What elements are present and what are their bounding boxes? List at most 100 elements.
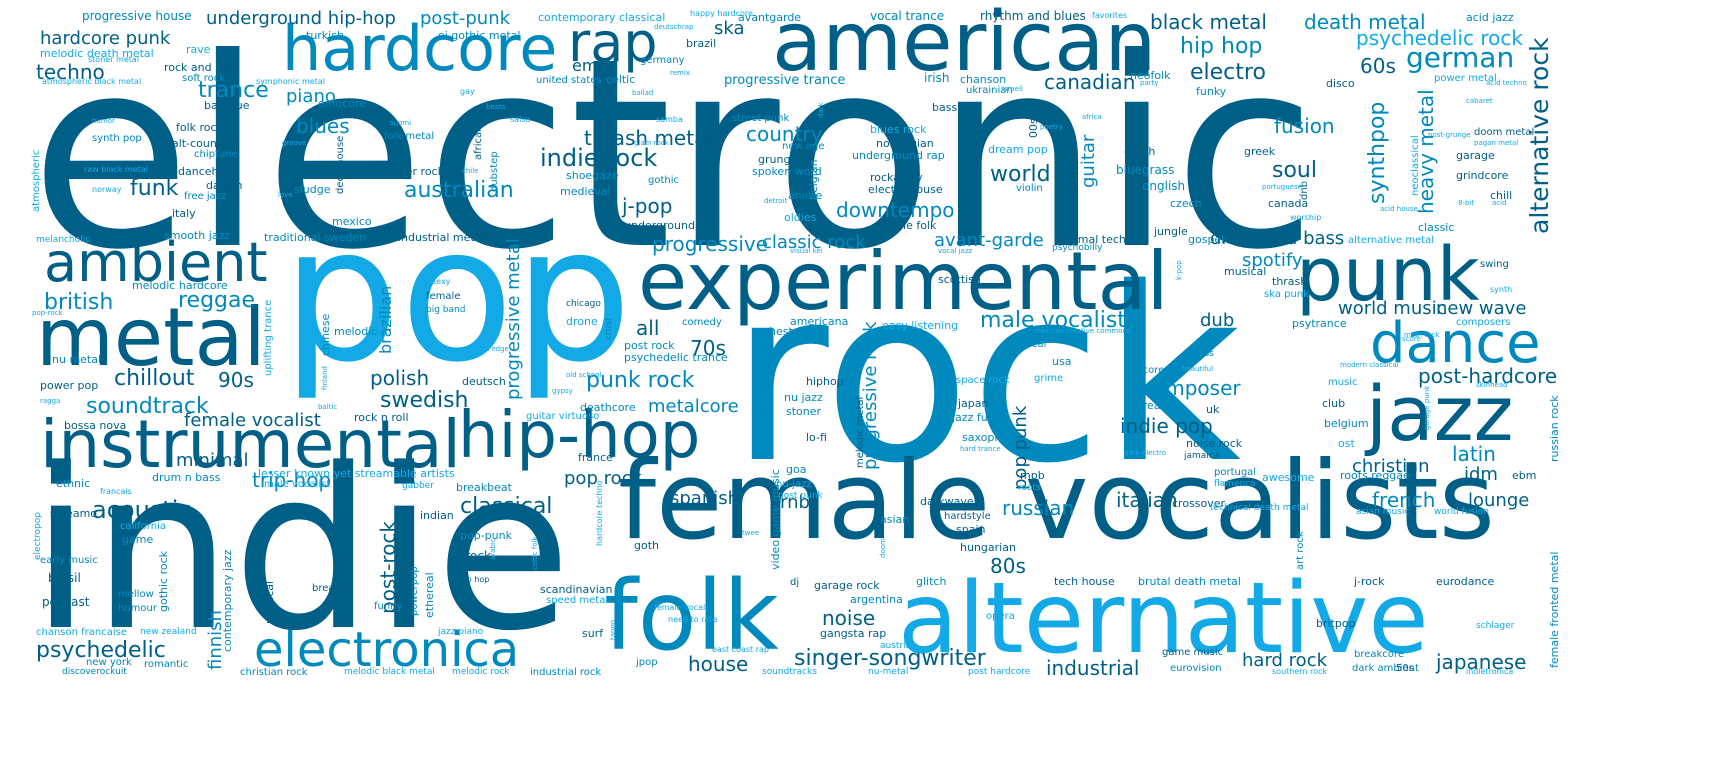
word-small: soundtracks [762, 667, 817, 677]
word-small: new age [782, 141, 825, 152]
word-small: rockabilly [870, 171, 923, 184]
word-small: atmospheric black metal [42, 77, 142, 86]
word-small: composers [1456, 317, 1511, 328]
word-small: suomi [390, 119, 412, 127]
word-idm: idm [1464, 464, 1498, 485]
word-small: psytrance [1292, 317, 1347, 330]
word-small: gypsy [552, 387, 573, 395]
word-small: gay [460, 87, 475, 96]
word-small: shoegaze [566, 169, 619, 182]
word-small: favorites [1092, 11, 1128, 20]
word-small: humour [118, 603, 157, 614]
word-small: underground rap [852, 149, 945, 162]
word-small: dream pop [988, 143, 1048, 156]
word-small: melodic black metal [344, 667, 435, 677]
word-soundtrack: soundtrack [86, 394, 209, 419]
word-j-pop: j-pop [622, 194, 673, 218]
word-small: ethnic [56, 477, 91, 490]
word-small: chill [1490, 189, 1513, 202]
word-electronica: electronica [254, 622, 520, 678]
word-small: groove [282, 139, 307, 147]
word-small: mexico [332, 215, 372, 228]
word-female-vocalists: female vocalists [618, 439, 1496, 564]
word-small: swiss [1190, 349, 1214, 359]
word-small: jamaica [1184, 451, 1220, 461]
word-small: goth [634, 539, 659, 552]
word-pop-rock: pop rock [564, 468, 642, 489]
word-small: grunge [758, 153, 798, 166]
word-small: english [1142, 179, 1186, 193]
word-funk: funk [130, 176, 179, 201]
word-small: dj [790, 577, 800, 588]
word-small: progressive trance [724, 73, 846, 88]
word-small: stoner rock [382, 165, 444, 178]
word-small: worship [1290, 213, 1322, 222]
word-small: screamo [50, 507, 98, 520]
word-small: ebm [1512, 469, 1537, 482]
word-small: portuguese [1262, 183, 1302, 191]
word-small: brazil [686, 37, 717, 50]
word-small: jazz piano [438, 627, 484, 637]
word-emo: emo [572, 56, 608, 75]
word-new-wave: new wave [1436, 298, 1527, 319]
word-noise: noise [822, 606, 876, 630]
word-small: synth [1490, 285, 1513, 294]
word-small: skinhead [1476, 381, 1508, 389]
word-small: funny [374, 601, 403, 612]
word-industrial: industrial [1046, 656, 1140, 680]
word-small: big band [426, 305, 466, 315]
word-small: hardcore techno [595, 480, 604, 546]
word-small: mellow [118, 589, 154, 600]
word-small: asian [880, 513, 910, 526]
word-small: avantgarde [738, 11, 802, 24]
word-small: bossa nova [64, 419, 127, 432]
word-small: canada [1268, 197, 1309, 210]
word-small: ska punk [1264, 289, 1309, 300]
word-american: american [772, 0, 1157, 90]
word-small: funky [1196, 85, 1227, 98]
word-small: united states [536, 75, 602, 86]
word-small: roots reggae [1340, 469, 1410, 482]
word-small: powerpop [409, 566, 420, 616]
word-small: rapcore [1126, 365, 1165, 376]
word-small: electro house [868, 183, 943, 196]
word-small: discoverockuit [62, 667, 127, 677]
word-small: happy hardcore [690, 9, 753, 18]
word-small: vocal [1020, 339, 1047, 350]
word-lounge: lounge [1468, 490, 1530, 511]
word-small: grindcore [1456, 169, 1509, 182]
word-small: nu metal [52, 353, 102, 366]
word-small: nu-metal [868, 667, 909, 677]
word-small: austrian [880, 641, 917, 651]
word-small: nu-jazz [776, 479, 812, 490]
word-ambient: ambient [44, 231, 268, 294]
word-small: deep house [335, 135, 346, 194]
word-small: melodic hardcore [132, 279, 228, 292]
word-small: poetry [1040, 123, 1063, 131]
word-small: ukrainian [966, 85, 1013, 96]
word-small: rave [186, 43, 211, 56]
word-small: usa [1052, 355, 1072, 368]
word-small: melodic [334, 325, 378, 338]
word-small: acid techno [1486, 79, 1527, 87]
word-small: vocal jazz [938, 247, 973, 255]
word-small: cabaret [1466, 97, 1493, 105]
word-small: chanson [960, 73, 1007, 86]
word-drum-and-bass: drum and bass [1210, 228, 1345, 249]
word-small: chicago [566, 299, 601, 309]
word-small: ragga [40, 397, 61, 405]
word-german: german [1406, 41, 1515, 74]
word-small: gospel [1188, 233, 1225, 246]
word-small: oldies [784, 211, 817, 224]
word-small: deathcore [580, 401, 636, 414]
word-italian: italian [1116, 488, 1178, 512]
word-small: grime [1034, 373, 1064, 384]
word-small: twee [742, 529, 760, 537]
word-polish: polish [370, 366, 430, 390]
word-swedish: swedish [380, 388, 469, 413]
word-japanese: japanese [1436, 650, 1527, 674]
word-small: melodic rock [452, 667, 510, 677]
word-metal: metal [36, 291, 266, 384]
word-small: industrial rock [530, 667, 602, 678]
word-rap: rap [568, 11, 658, 74]
